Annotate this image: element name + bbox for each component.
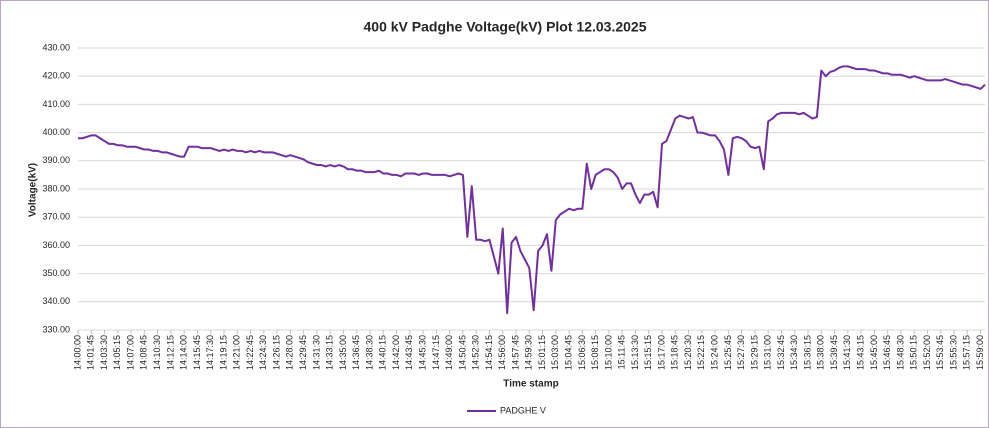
y-tick-label: 400.00 — [42, 127, 70, 137]
x-tick-label: 15:57:15 — [962, 335, 972, 370]
x-tick-label: 15:18:45 — [670, 335, 680, 370]
x-tick-label: 14:24:30 — [258, 335, 268, 370]
x-tick-label: 14:47:15 — [431, 335, 441, 370]
x-tick-label: 14:22:45 — [245, 335, 255, 370]
x-tick-label: 15:55:30 — [948, 335, 958, 370]
x-tick-label: 15:34:30 — [789, 335, 799, 370]
x-tick-label: 15:43:15 — [855, 335, 865, 370]
x-tick-label: 14:14:00 — [179, 335, 189, 370]
x-tick-label: 14:03:30 — [99, 335, 109, 370]
y-tick-label: 350.00 — [42, 268, 70, 278]
x-tick-label: 14:26:15 — [271, 335, 281, 370]
x-tick-label: 14:40:15 — [378, 335, 388, 370]
x-tick-label: 14:56:00 — [497, 335, 507, 370]
x-tick-label: 15:13:30 — [630, 335, 640, 370]
x-tick-label: 15:27:30 — [736, 335, 746, 370]
x-tick-label: 14:05:15 — [112, 335, 122, 370]
y-axis-label: Voltage(kV) — [28, 163, 39, 217]
x-tick-label: 15:03:00 — [550, 335, 560, 370]
x-tick-label: 14:50:45 — [457, 335, 467, 370]
y-tick-label: 370.00 — [42, 212, 70, 222]
x-tick-label: 15:01:15 — [537, 335, 547, 370]
x-tick-label: 14:54:15 — [484, 335, 494, 370]
x-tick-label: 14:19:15 — [218, 335, 228, 370]
y-tick-label: 420.00 — [42, 71, 70, 81]
y-tick-label: 340.00 — [42, 296, 70, 306]
x-tick-label: 14:29:45 — [298, 335, 308, 370]
x-tick-label: 14:38:30 — [364, 335, 374, 370]
x-tick-label: 14:31:30 — [311, 335, 321, 370]
x-tick-label: 14:10:30 — [152, 335, 162, 370]
x-tick-label: 15:50:15 — [909, 335, 919, 370]
x-tick-label: 14:59:30 — [524, 335, 534, 370]
legend-label: PADGHE V — [500, 405, 546, 415]
x-tick-label: 14:21:00 — [232, 335, 242, 370]
x-tick-label: 15:39:45 — [829, 335, 839, 370]
x-tick-label: 14:08:45 — [139, 335, 149, 370]
x-tick-label: 14:49:00 — [444, 335, 454, 370]
x-tick-label: 14:45:30 — [417, 335, 427, 370]
x-tick-label: 15:25:45 — [723, 335, 733, 370]
x-tick-label: 15:15:15 — [643, 335, 653, 370]
y-tick-label: 390.00 — [42, 155, 70, 165]
x-tick-label: 15:06:30 — [577, 335, 587, 370]
x-tick-label: 14:17:30 — [205, 335, 215, 370]
x-tick-label: 15:38:00 — [816, 335, 826, 370]
x-tick-label: 14:52:30 — [471, 335, 481, 370]
x-tick-label: 14:00:00 — [72, 335, 82, 370]
x-tick-label: 15:46:45 — [882, 335, 892, 370]
x-tick-label: 14:57:45 — [510, 335, 520, 370]
x-tick-label: 14:43:45 — [404, 335, 414, 370]
x-tick-label: 15:31:00 — [763, 335, 773, 370]
y-tick-label: 360.00 — [42, 240, 70, 250]
x-tick-label: 15:04:45 — [563, 335, 573, 370]
x-tick-label: 14:36:45 — [351, 335, 361, 370]
x-tick-label: 15:45:00 — [869, 335, 879, 370]
x-axis-label: Time stamp — [503, 379, 558, 390]
x-tick-label: 15:32:45 — [776, 335, 786, 370]
x-tick-label: 14:33:15 — [325, 335, 335, 370]
y-tick-label: 330.00 — [42, 324, 70, 334]
y-tick-label: 380.00 — [42, 183, 70, 193]
x-tick-label: 14:28:00 — [285, 335, 295, 370]
x-tick-label: 15:59:00 — [975, 335, 985, 370]
x-tick-label: 15:22:15 — [696, 335, 706, 370]
x-tick-label: 15:48:30 — [895, 335, 905, 370]
x-tick-label: 15:10:00 — [603, 335, 613, 370]
x-tick-label: 15:24:00 — [709, 335, 719, 370]
chart-title: 400 kV Padghe Voltage(kV) Plot 12.03.202… — [364, 19, 647, 35]
x-tick-label: 14:15:45 — [192, 335, 202, 370]
x-tick-label: 14:12:15 — [165, 335, 175, 370]
x-tick-label: 15:36:15 — [802, 335, 812, 370]
y-tick-label: 410.00 — [42, 99, 70, 109]
x-tick-label: 14:42:00 — [391, 335, 401, 370]
x-tick-label: 15:53:45 — [935, 335, 945, 370]
x-tick-label: 14:01:45 — [86, 335, 96, 370]
x-tick-label: 15:29:15 — [749, 335, 759, 370]
data-line — [78, 65, 986, 315]
x-tick-label: 15:20:30 — [683, 335, 693, 370]
x-tick-label: 14:07:00 — [125, 335, 135, 370]
y-tick-label: 430.00 — [42, 42, 70, 52]
x-tick-label: 15:08:15 — [590, 335, 600, 370]
x-tick-label: 15:41:30 — [842, 335, 852, 370]
x-tick-label: 14:35:00 — [338, 335, 348, 370]
x-tick-label: 15:17:00 — [656, 335, 666, 370]
x-tick-label: 15:52:00 — [922, 335, 932, 370]
x-tick-label: 15:11:45 — [617, 335, 627, 369]
